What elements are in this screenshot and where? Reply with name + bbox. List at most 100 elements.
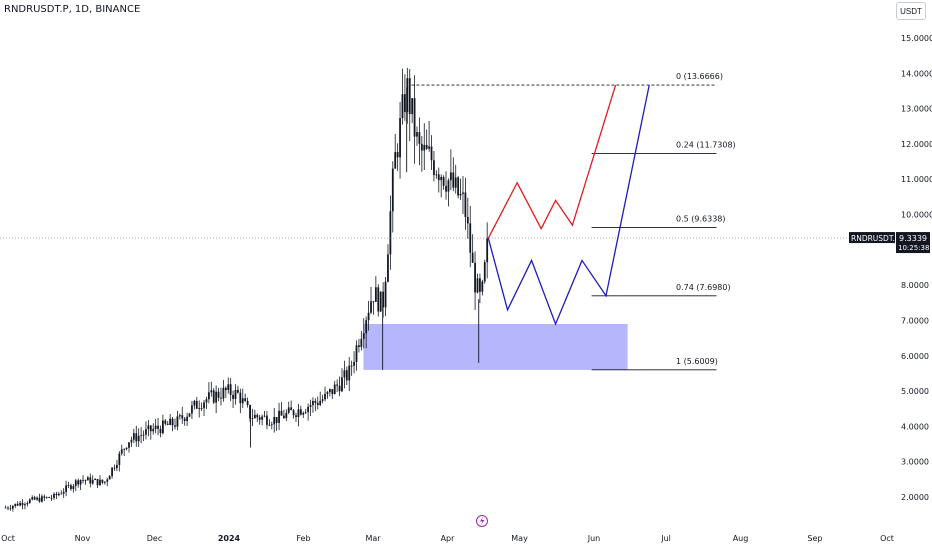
currency-button[interactable]: USDT: [896, 2, 926, 20]
candle: [169, 414, 172, 426]
chart-title: RNDRUSDT.P, 1D, BINANCE: [4, 4, 141, 15]
candle: [464, 177, 467, 230]
x-tick-label: Sep: [807, 534, 822, 543]
candle: [273, 408, 276, 433]
fib-level-label: 0.24 (11.7308): [676, 140, 736, 149]
candle: [24, 502, 26, 510]
candle: [183, 416, 186, 426]
candle: [343, 360, 346, 389]
candle: [227, 377, 230, 394]
candle: [154, 418, 157, 434]
candle: [321, 394, 324, 404]
candle: [94, 478, 97, 481]
candle: [312, 397, 314, 413]
candle: [416, 126, 418, 146]
candle: [275, 416, 278, 431]
candle: [270, 421, 273, 430]
candle: [428, 120, 430, 152]
candle: [4, 505, 7, 509]
candle: [157, 417, 159, 436]
candle: [413, 75, 416, 164]
y-tick-label: 2.0000: [901, 493, 929, 502]
candle: [142, 430, 145, 442]
candle: [338, 376, 341, 397]
candle: [181, 406, 184, 424]
y-tick-label: 15.0000: [901, 34, 932, 43]
x-tick-label: Oct: [880, 534, 894, 543]
candle: [389, 195, 392, 270]
candle: [186, 412, 188, 426]
candle: [394, 133, 397, 169]
candle: [479, 273, 481, 304]
candle: [249, 404, 251, 422]
candle: [486, 222, 489, 279]
candle: [324, 386, 326, 402]
candle: [62, 488, 65, 498]
candle: [224, 386, 227, 398]
candle: [137, 428, 140, 447]
candle: [50, 494, 53, 501]
candle: [205, 396, 208, 410]
candle: [120, 444, 123, 456]
candle: [353, 351, 355, 374]
event-icon[interactable]: [476, 515, 488, 527]
candle: [449, 149, 452, 191]
candle: [222, 379, 225, 402]
candle: [295, 412, 297, 422]
candle: [244, 393, 247, 402]
candle: [258, 414, 261, 425]
candle: [411, 98, 414, 124]
candle: [285, 409, 288, 422]
candle: [89, 473, 92, 488]
candle: [36, 496, 38, 502]
candles-layer: [4, 67, 489, 512]
candle: [452, 157, 455, 192]
projection-layer: [487, 84, 650, 326]
candle: [147, 420, 150, 437]
x-tick-label: Aug: [733, 534, 749, 543]
candle: [188, 413, 191, 418]
candle: [171, 417, 174, 432]
candle: [430, 135, 433, 170]
candle: [280, 402, 283, 416]
y-tick-label: 7.0000: [901, 316, 929, 325]
projection-path-up[interactable]: [487, 84, 617, 239]
y-tick-label: 4.0000: [901, 422, 929, 431]
fib-level-label: 0 (13.6666): [676, 72, 723, 81]
candle: [40, 494, 43, 503]
candle: [454, 164, 457, 194]
candle: [360, 331, 363, 351]
candle: [82, 475, 84, 484]
candle: [396, 143, 399, 171]
y-tick-label: 6.0000: [901, 352, 929, 361]
candle: [45, 496, 48, 499]
candle: [103, 481, 106, 485]
candle: [336, 379, 339, 393]
candle: [425, 129, 428, 150]
candle: [399, 101, 401, 179]
candle: [101, 479, 104, 485]
candle: [459, 178, 462, 200]
candle: [125, 447, 128, 451]
demand-zone: [363, 323, 628, 370]
candle: [86, 475, 89, 481]
candle: [241, 388, 244, 408]
candle: [11, 504, 14, 512]
candle: [370, 287, 372, 315]
fib-level-label: 0.5 (9.6338): [676, 214, 726, 223]
candle: [55, 491, 58, 499]
demand-zone-layer: [363, 323, 628, 370]
candle: [28, 498, 31, 504]
candle: [220, 387, 222, 406]
candle: [355, 340, 358, 371]
x-tick-label: Mar: [366, 534, 382, 543]
projection-path-down[interactable]: [487, 84, 650, 326]
candle: [278, 402, 280, 431]
candle: [7, 505, 9, 511]
candle: [38, 493, 41, 503]
candle: [299, 405, 302, 416]
candle: [72, 483, 75, 493]
y-tick-label: 12.0000: [901, 140, 932, 149]
